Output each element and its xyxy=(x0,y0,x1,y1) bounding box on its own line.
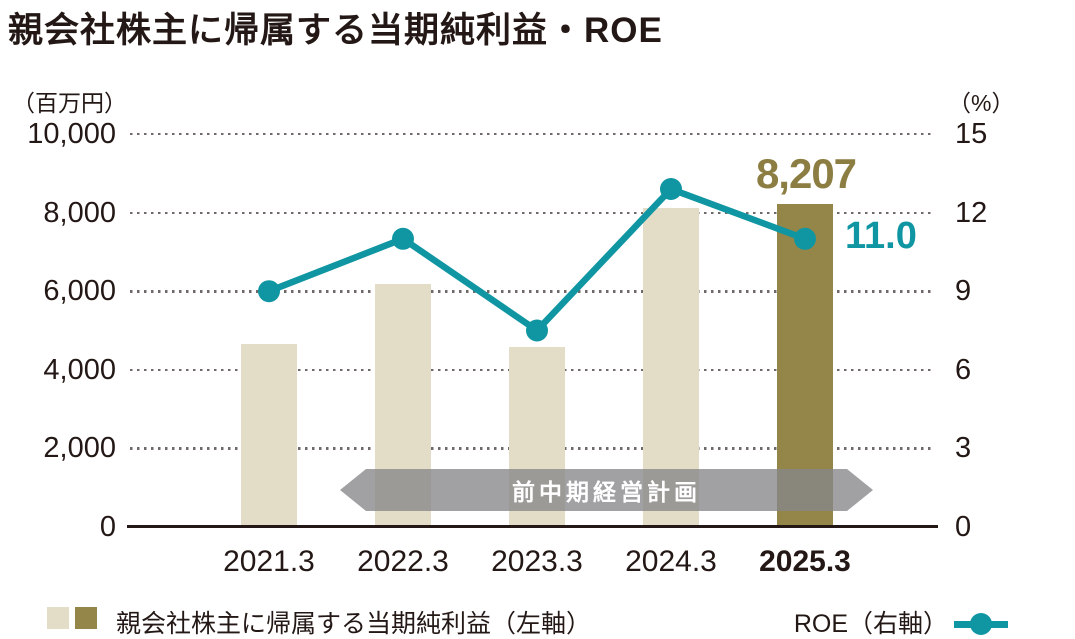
plot-area: 前中期経営計画 xyxy=(130,133,935,527)
chart-title: 親会社株主に帰属する当期純利益・ROE xyxy=(8,11,663,50)
midterm-plan-band: 前中期経営計画 xyxy=(340,469,873,511)
gridline xyxy=(130,133,935,136)
legend-line-dot-icon xyxy=(970,613,992,635)
right-axis-tick-label: 0 xyxy=(955,511,972,543)
roe-marker-2024.3 xyxy=(660,178,682,201)
right-axis-unit: （%） xyxy=(948,90,1015,116)
final-roe-value-label: 11.0 xyxy=(845,215,917,257)
right-axis-tick-label: 6 xyxy=(955,353,972,386)
x-axis-label-2021.3: 2021.3 xyxy=(223,545,315,578)
left-axis-tick-label: 0 xyxy=(99,511,116,543)
midterm-plan-band-label: 前中期経営計画 xyxy=(512,479,701,505)
right-axis-tick-label: 3 xyxy=(955,432,972,465)
x-axis-label-2025.3: 2025.3 xyxy=(759,545,851,578)
legend-swatch-bar-highlight-icon xyxy=(75,607,97,629)
gridline xyxy=(130,211,935,214)
left-axis-tick-label: 6,000 xyxy=(43,275,116,308)
legend-bar-label: 親会社株主に帰属する当期純利益（左軸） xyxy=(116,610,592,638)
left-axis-tick-label: 4,000 xyxy=(43,353,116,386)
roe-marker-2023.3 xyxy=(526,319,548,342)
left-axis-unit: （百万円） xyxy=(12,90,127,116)
roe-line xyxy=(267,185,807,334)
right-axis-tick-label: 12 xyxy=(955,196,988,229)
roe-line-legend-icon xyxy=(954,612,1008,636)
gridline xyxy=(130,290,935,293)
right-axis-tick-label: 9 xyxy=(955,275,972,308)
right-axis-tick-label: 15 xyxy=(955,118,988,150)
x-axis-label-2023.3: 2023.3 xyxy=(491,545,583,578)
left-axis-tick-label: 10,000 xyxy=(27,118,116,150)
roe-line-series xyxy=(258,178,816,342)
roe-marker-2022.3 xyxy=(392,227,414,250)
legend-line-label: ROE（右軸） xyxy=(793,610,948,638)
left-axis-tick-label: 8,000 xyxy=(43,196,116,229)
legend-swatch-bar-icon xyxy=(47,607,69,629)
x-axis-label-2024.3: 2024.3 xyxy=(625,545,717,578)
final-net-income-value-label: 8,207 xyxy=(755,150,857,197)
x-axis-line xyxy=(127,525,938,528)
roe-marker-2021.3 xyxy=(258,280,280,303)
x-axis-label-2022.3: 2022.3 xyxy=(357,545,449,578)
left-axis-tick-label: 2,000 xyxy=(43,432,116,465)
bar-2021.3 xyxy=(241,343,297,527)
roe-marker-2025.3 xyxy=(794,227,816,250)
